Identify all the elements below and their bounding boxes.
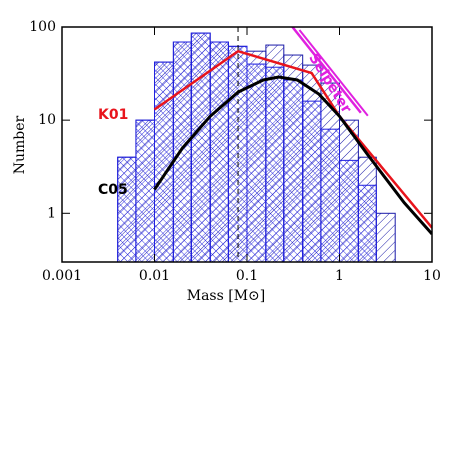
hist-bar xyxy=(320,128,340,262)
hist-bar xyxy=(135,119,155,262)
x-tick-label: 1 xyxy=(335,268,344,284)
x-tick-label: 10 xyxy=(423,268,441,284)
hist-bar xyxy=(265,66,285,262)
y-tick-label: 1 xyxy=(47,205,56,221)
hist-bar xyxy=(283,79,304,262)
y-tick-label: 10 xyxy=(38,112,56,128)
hist-bar xyxy=(246,63,267,262)
hist-bar xyxy=(172,41,192,262)
hist-bar xyxy=(357,184,377,262)
hist-bar xyxy=(302,100,322,262)
x-tick-label: 0.01 xyxy=(139,268,170,284)
line-label: K01 xyxy=(98,107,128,123)
curve xyxy=(153,49,432,229)
curve xyxy=(153,75,432,235)
hist-bar xyxy=(117,156,137,262)
line-label: C05 xyxy=(98,182,128,198)
curve-outline xyxy=(298,29,369,117)
x-tick-label: 0.1 xyxy=(236,268,258,284)
x-tick-label: 0.001 xyxy=(42,268,82,284)
hist-bar xyxy=(209,41,229,262)
hist-bar xyxy=(339,159,359,262)
plot-area xyxy=(117,27,432,262)
x-axis-label: Mass [M⊙] xyxy=(187,288,266,304)
y-axis-label: Number xyxy=(12,115,28,174)
y-tick-label: 100 xyxy=(29,19,56,35)
curve xyxy=(291,27,362,114)
hist-bar xyxy=(375,212,396,262)
hist-bar xyxy=(190,32,211,262)
